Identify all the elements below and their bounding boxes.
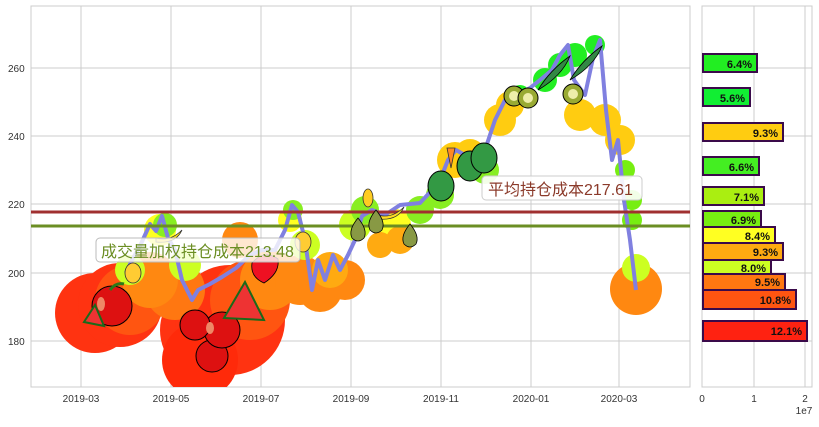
svg-text:2020-03: 2020-03 xyxy=(601,394,638,405)
corn-icon xyxy=(362,188,374,208)
svg-text:成交量加权持仓成本213.48: 成交量加权持仓成本213.48 xyxy=(101,243,294,261)
melon-icon xyxy=(470,142,498,174)
volume-axis-ticks: 0 1 2 1e7 xyxy=(699,394,813,417)
fruit-markers xyxy=(82,44,603,373)
svg-text:0: 0 xyxy=(699,394,705,405)
svg-text:2019-05: 2019-05 xyxy=(153,394,190,405)
peapod-icon xyxy=(569,44,603,81)
svg-text:10.8%: 10.8% xyxy=(760,295,791,307)
volume-bar xyxy=(702,186,765,206)
volume-bar-labels: 6.4% 5.6% 9.3% 6.6% 7.1% 6.9% 8.4% 9.3% … xyxy=(720,59,802,338)
svg-text:240: 240 xyxy=(8,132,25,143)
pineapple-icon xyxy=(124,262,142,284)
apple-icon xyxy=(91,282,133,327)
svg-text:6.9%: 6.9% xyxy=(731,215,756,227)
volume-bar xyxy=(702,122,784,142)
svg-text:12.1%: 12.1% xyxy=(771,326,802,338)
svg-text:9.3%: 9.3% xyxy=(753,247,778,259)
svg-text:9.5%: 9.5% xyxy=(755,277,780,289)
svg-text:220: 220 xyxy=(8,200,25,211)
svg-text:2019-07: 2019-07 xyxy=(243,394,280,405)
main-plot-area: 成交量加权持仓成本213.48 平均持仓成本217.61 260 240 220… xyxy=(8,5,691,405)
svg-text:6.4%: 6.4% xyxy=(727,59,752,71)
y-axis-ticks: 260 240 220 200 180 xyxy=(8,64,25,348)
carrot-icon xyxy=(446,147,456,169)
svg-text:7.1%: 7.1% xyxy=(734,192,759,204)
svg-text:180: 180 xyxy=(8,337,25,348)
volume-bar xyxy=(702,87,751,107)
pear-icon xyxy=(368,209,384,234)
svg-text:平均持仓成本217.61: 平均持仓成本217.61 xyxy=(488,181,633,199)
kiwi-icon xyxy=(568,89,578,99)
apple-icon xyxy=(179,309,241,373)
pear-icon xyxy=(350,217,366,242)
svg-text:260: 260 xyxy=(8,64,25,75)
svg-text:2019-03: 2019-03 xyxy=(63,394,100,405)
volume-bars xyxy=(702,53,808,342)
pear-icon xyxy=(402,223,418,248)
svg-text:2019-09: 2019-09 xyxy=(333,394,370,405)
svg-text:8.4%: 8.4% xyxy=(745,231,770,243)
avg-cost-label: 平均持仓成本217.61 xyxy=(481,175,643,201)
axis-offset-label: 1e7 xyxy=(796,406,813,417)
svg-text:2: 2 xyxy=(802,394,808,405)
volume-bar xyxy=(702,156,760,176)
svg-text:200: 200 xyxy=(8,269,25,280)
volume-bar xyxy=(702,289,797,310)
kiwi-icon xyxy=(523,93,533,103)
svg-text:2020-01: 2020-01 xyxy=(513,394,550,405)
volume-profile-panel: 6.4% 5.6% 9.3% 6.6% 7.1% 6.9% 8.4% 9.3% … xyxy=(699,5,813,417)
svg-text:5.6%: 5.6% xyxy=(720,93,745,105)
svg-text:6.6%: 6.6% xyxy=(729,162,754,174)
svg-text:8.0%: 8.0% xyxy=(741,263,766,275)
vwap-cost-label: 成交量加权持仓成本213.48 xyxy=(95,237,301,263)
kiwi-icon xyxy=(509,91,519,101)
svg-text:1: 1 xyxy=(751,394,757,405)
svg-text:9.3%: 9.3% xyxy=(753,128,778,140)
watermelon-icon xyxy=(222,279,266,322)
peapod-icon xyxy=(537,54,571,91)
svg-text:2019-11: 2019-11 xyxy=(423,394,459,405)
price-line xyxy=(124,38,638,302)
volume-bar xyxy=(702,320,808,342)
banana-icon xyxy=(377,206,405,220)
melon-icon xyxy=(427,170,455,202)
watermelon-icon xyxy=(82,302,106,328)
volume-bar xyxy=(702,53,758,73)
x-axis-ticks: 2019-03 2019-05 2019-07 2019-09 2019-11 … xyxy=(63,394,638,405)
